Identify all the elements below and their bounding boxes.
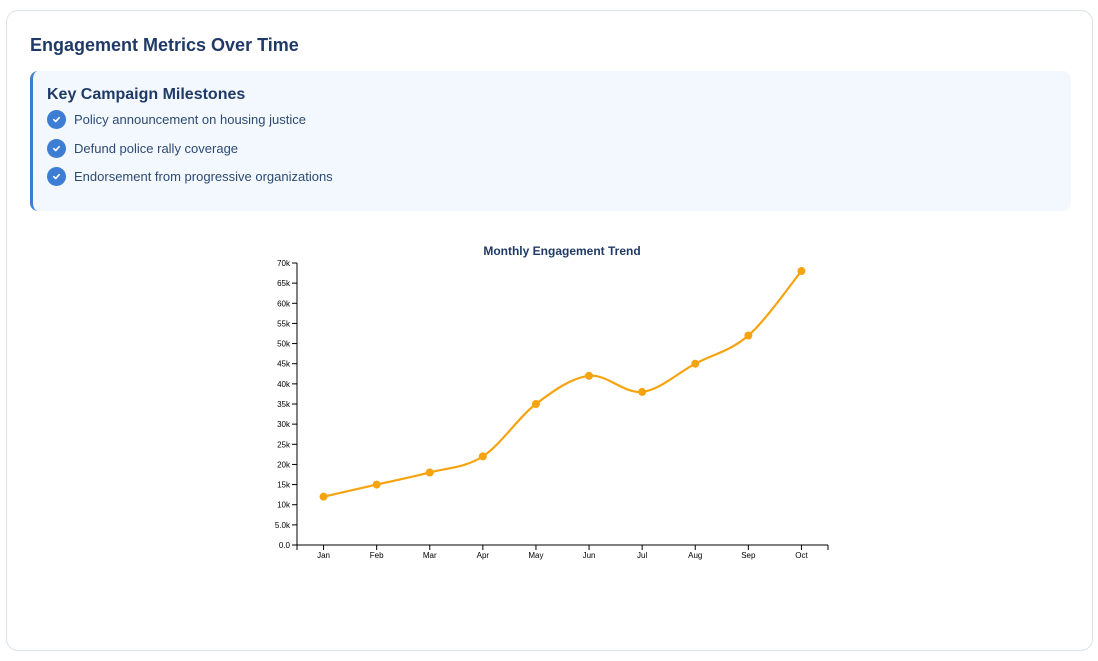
y-tick-label: 25k: [277, 440, 291, 449]
x-tick-label: Jul: [637, 551, 647, 560]
data-point-sep[interactable]: [744, 331, 753, 340]
engagement-card: Engagement Metrics Over Time Key Campaig…: [6, 10, 1093, 651]
x-tick-label: Jun: [583, 551, 596, 560]
milestone-item: Policy announcement on housing justice: [47, 110, 333, 129]
milestone-list: Policy announcement on housing justice D…: [47, 110, 333, 196]
data-point-apr[interactable]: [478, 452, 487, 461]
y-tick-label: 20k: [277, 460, 291, 469]
y-tick-label: 30k: [277, 420, 291, 429]
milestones-title: Key Campaign Milestones: [47, 86, 246, 103]
check-circle-icon: [47, 167, 66, 186]
data-point-jul[interactable]: [638, 387, 647, 396]
x-tick-label: Aug: [688, 551, 702, 560]
x-tick-label: Apr: [477, 551, 490, 560]
check-circle-icon: [47, 110, 66, 129]
milestone-label: Endorsement from progressive organizatio…: [74, 169, 333, 184]
y-tick-label: 5.0k: [275, 521, 291, 530]
series-line: [323, 270, 803, 498]
milestone-item: Endorsement from progressive organizatio…: [47, 167, 333, 186]
x-tick-label: Jan: [317, 551, 330, 560]
page-title: Engagement Metrics Over Time: [30, 35, 299, 55]
y-tick-label: 0.0: [279, 541, 291, 550]
y-tick-label: 65k: [277, 279, 291, 288]
y-tick-label: 45k: [277, 360, 291, 369]
data-point-mar[interactable]: [425, 468, 434, 477]
check-circle-icon: [47, 138, 66, 158]
y-tick-label: 40k: [277, 380, 291, 389]
y-axis: 0.0 5.0k 10k 15k 20k 25k 30k 35k 40k 45k 50k 55k 60k…: [275, 259, 298, 550]
x-tick-label: Mar: [423, 551, 437, 560]
x-axis: Jan Feb Mar Apr May Jun Jul Aug Sep Oct: [296, 544, 829, 560]
chart-title: Monthly Engagement Trend: [483, 244, 640, 258]
x-tick-label: May: [528, 551, 543, 560]
y-tick-label: 10k: [277, 501, 291, 510]
data-point-oct[interactable]: [797, 267, 806, 276]
y-tick-label: 60k: [277, 299, 291, 308]
data-point-jun[interactable]: [585, 371, 594, 380]
data-point-jan[interactable]: [319, 492, 328, 501]
data-points: [319, 267, 806, 501]
y-tick-label: 50k: [277, 340, 291, 349]
data-point-feb[interactable]: [372, 480, 381, 489]
y-tick-label: 35k: [277, 400, 291, 409]
milestone-label: Defund police rally coverage: [74, 140, 239, 156]
x-tick-label: Oct: [795, 551, 808, 560]
y-tick-label: 70k: [277, 259, 291, 268]
x-tick-label: Sep: [741, 551, 756, 560]
data-point-may[interactable]: [531, 400, 540, 408]
x-tick-label: Feb: [370, 551, 384, 560]
milestone-label: Policy announcement on housing justice: [74, 112, 306, 127]
data-point-aug[interactable]: [691, 359, 700, 368]
milestones-panel: Key Campaign Milestones Policy announcem…: [30, 71, 1071, 211]
y-tick-label: 55k: [277, 319, 291, 328]
milestone-item: Defund police rally coverage: [47, 138, 333, 158]
y-tick-label: 15k: [277, 481, 291, 490]
